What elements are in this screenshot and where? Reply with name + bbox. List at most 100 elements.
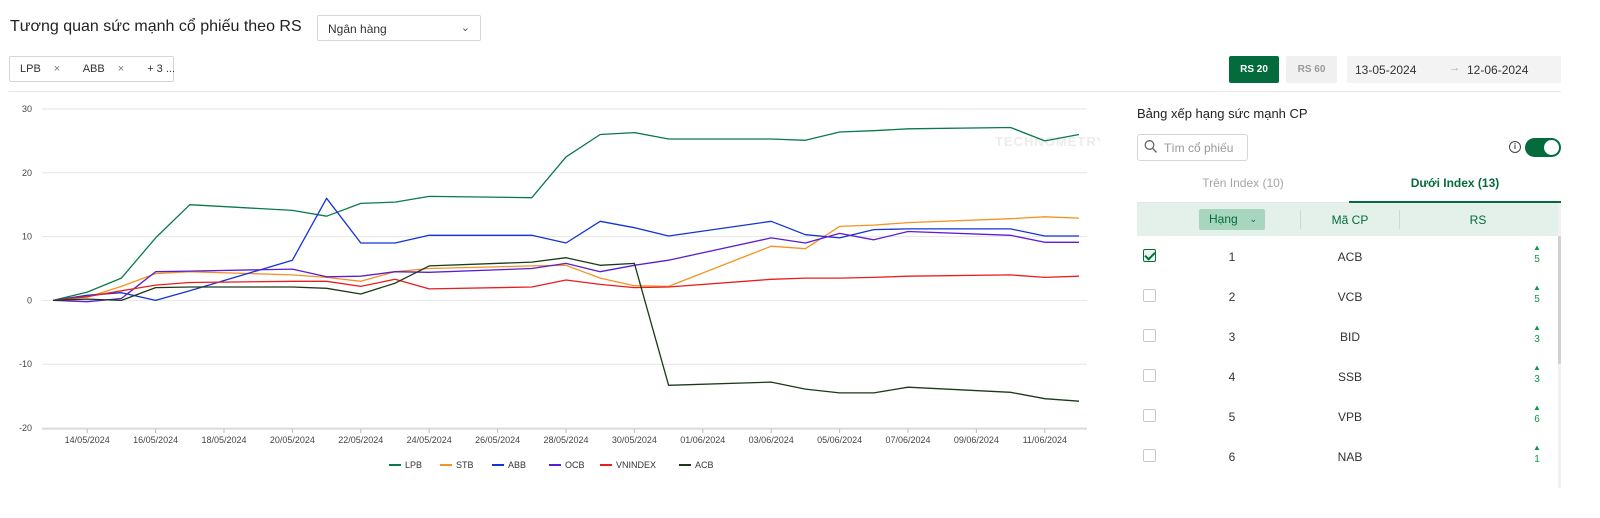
rs60-button[interactable]: RS 60 — [1286, 56, 1337, 83]
x-tick-label: 05/06/2024 — [817, 435, 862, 445]
date-to[interactable]: 12-06-2024 — [1467, 63, 1529, 77]
row-checkbox[interactable] — [1143, 409, 1156, 422]
tab-below-index[interactable]: Dưới Index (13) — [1349, 166, 1561, 203]
sector-select[interactable]: Ngân hàng ⌄ — [317, 15, 481, 41]
row-checkbox[interactable] — [1143, 289, 1156, 302]
rs-line-chart: 30 20 10 0 -10 -20 14/05/2024 16/05/2024 18/05/2… — [19, 104, 1100, 470]
rs20-button[interactable]: RS 20 — [1229, 56, 1279, 83]
y-tick-label: 30 — [22, 104, 32, 114]
x-tick-label: 11/06/2024 — [1023, 435, 1067, 445]
row-code: VPB — [1337, 410, 1362, 424]
x-tick-label: 26/05/2024 — [475, 435, 520, 445]
row-rs: ▲ 1 — [1527, 442, 1547, 466]
stock-tag[interactable]: ABB × — [82, 63, 125, 75]
row-code: BID — [1339, 330, 1360, 344]
y-tick-label: -20 — [19, 423, 32, 433]
y-tick-label: 0 — [27, 295, 32, 305]
y-tick-label: -10 — [19, 359, 32, 369]
x-tick-label: 03/06/2024 — [749, 435, 794, 445]
x-tick-label: 01/06/2024 — [680, 435, 725, 445]
x-tick-label: 20/05/2024 — [270, 435, 315, 445]
stock-tag-input[interactable]: LPB × ABB × + 3 ... — [9, 56, 176, 82]
legend-label: VNINDEX — [616, 460, 656, 470]
rs-column-header: RS — [1469, 213, 1487, 227]
scrollbar-thumb[interactable] — [1558, 236, 1561, 364]
toggle-switch[interactable] — [1525, 138, 1561, 157]
chevron-down-icon: ⌄ — [1249, 214, 1257, 224]
legend-label: LPB — [405, 460, 422, 470]
header-divider — [9, 91, 1561, 92]
row-checkbox[interactable] — [1143, 249, 1156, 262]
table-row[interactable]: 5 VPB ▲ 6 — [1137, 396, 1558, 436]
row-rank: 6 — [1228, 450, 1236, 464]
row-rank: 5 — [1228, 410, 1236, 424]
ranking-table-body: 1 ACB ▲ 5 2 VCB ▲ 5 3 BID ▲ 3 4 SSB ▲ 3 5 VP… — [1137, 236, 1558, 488]
column-divider — [1300, 210, 1301, 229]
series-line-abb — [52, 197, 1079, 302]
row-checkbox[interactable] — [1143, 369, 1156, 382]
row-checkbox[interactable] — [1143, 329, 1156, 342]
series-line-stb — [52, 216, 1080, 302]
row-code: SSB — [1337, 370, 1362, 384]
row-rs: ▲ 5 — [1527, 242, 1547, 266]
legend-label: ACB — [695, 460, 714, 470]
y-tick-label: 20 — [22, 168, 32, 178]
remove-tag-icon[interactable]: × — [117, 63, 125, 75]
x-tick-label: 30/05/2024 — [612, 435, 657, 445]
stock-tag[interactable]: LPB × — [20, 63, 61, 75]
table-row[interactable]: 2 VCB ▲ 5 — [1137, 276, 1558, 316]
page-title: Tương quan sức mạnh cổ phiếu theo RS — [10, 18, 302, 35]
ranking-table-header: Hạng ⌄ Mã CP RS — [1137, 203, 1558, 236]
table-row[interactable]: 3 BID ▲ 3 — [1137, 316, 1558, 356]
row-rs: ▲ 6 — [1527, 402, 1547, 426]
row-checkbox[interactable] — [1143, 449, 1156, 462]
row-rank: 1 — [1228, 250, 1236, 264]
series-line-ocb — [52, 230, 1079, 303]
row-code: NAB — [1337, 450, 1363, 464]
series-line-vnindex — [52, 274, 1080, 302]
info-icon[interactable]: i — [1509, 141, 1521, 153]
x-tick-label: 09/06/2024 — [954, 435, 999, 445]
row-rank: 4 — [1228, 370, 1236, 384]
legend-label: STB — [456, 460, 474, 470]
watermark: TECHNOMETRY — [995, 134, 1100, 149]
row-rs: ▲ 3 — [1527, 362, 1547, 386]
tab-above-index[interactable]: Trên Index (10) — [1202, 176, 1284, 190]
triangle-up-icon: ▲ — [1533, 243, 1541, 252]
x-tick-label: 07/06/2024 — [885, 435, 930, 445]
x-tick-label: 22/05/2024 — [338, 435, 383, 445]
series-line-lpb — [52, 126, 1080, 302]
table-row[interactable]: 6 NAB ▲ 1 — [1137, 436, 1558, 476]
x-tick-label: 16/05/2024 — [133, 435, 178, 445]
date-range-picker[interactable]: 13-05-2024 → 12-06-2024 — [1347, 56, 1561, 83]
triangle-up-icon: ▲ — [1533, 443, 1541, 452]
table-row[interactable]: 1 ACB ▲ 5 — [1137, 236, 1558, 276]
more-tags[interactable]: + 3 ... — [147, 63, 176, 75]
row-rs: ▲ 5 — [1527, 282, 1547, 306]
search-placeholder: Tìm cổ phiếu — [1164, 141, 1234, 155]
rank-sort-button[interactable]: Hạng ⌄ — [1199, 209, 1265, 230]
series-line-acb — [52, 257, 1080, 402]
row-code: ACB — [1337, 250, 1363, 264]
row-rs: ▲ 3 — [1527, 322, 1547, 346]
table-row[interactable]: 4 SSB ▲ 3 — [1137, 356, 1558, 396]
y-tick-label: 10 — [22, 232, 32, 242]
code-column-header: Mã CP — [1331, 213, 1369, 227]
legend-label: ABB — [508, 460, 526, 470]
x-tick-label: 18/05/2024 — [201, 435, 246, 445]
remove-tag-icon[interactable]: × — [53, 63, 61, 75]
legend-label: OCB — [565, 460, 585, 470]
date-from[interactable]: 13-05-2024 — [1355, 63, 1417, 77]
row-rank: 2 — [1228, 290, 1236, 304]
stock-search-input[interactable]: Tìm cổ phiếu — [1137, 134, 1248, 161]
row-code: VCB — [1337, 290, 1363, 304]
x-tick-label: 14/05/2024 — [65, 435, 110, 445]
search-icon — [1144, 140, 1158, 153]
ranking-title: Bảng xếp hạng sức mạnh CP — [1137, 106, 1308, 121]
sector-select-value: Ngân hàng — [328, 22, 387, 36]
row-rank: 3 — [1228, 330, 1236, 344]
ranking-tabs: Trên Index (10) Dưới Index (13) — [1137, 166, 1561, 203]
arrow-right-icon: → — [1449, 62, 1460, 74]
triangle-up-icon: ▲ — [1533, 283, 1541, 292]
column-divider — [1399, 210, 1400, 229]
